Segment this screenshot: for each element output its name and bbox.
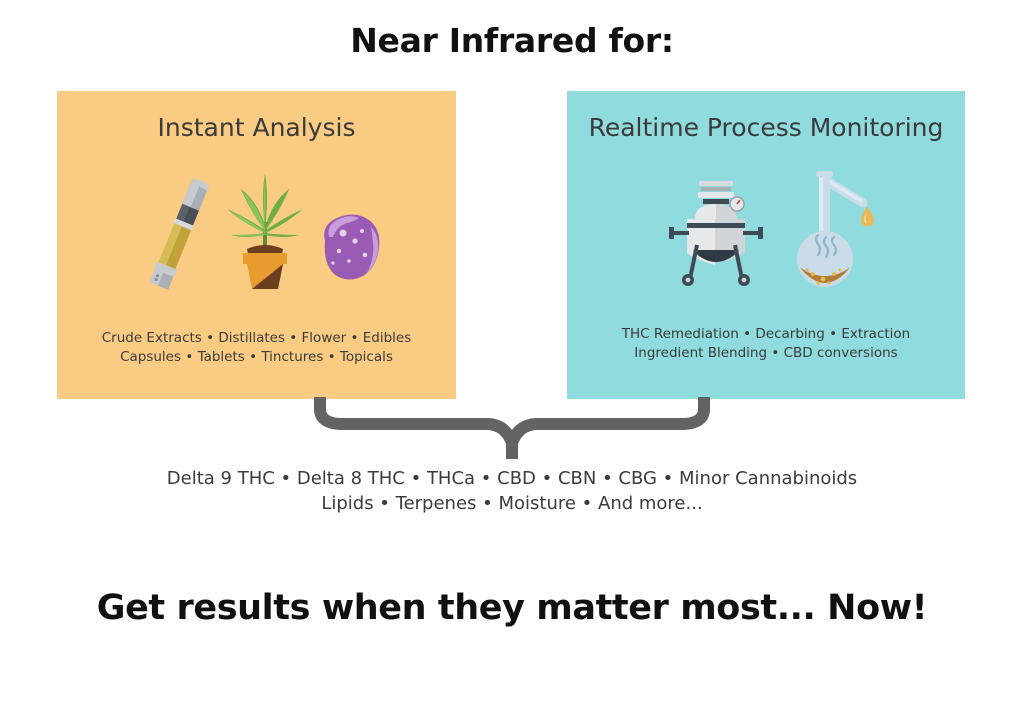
caption-instant-analysis: Crude Extracts • Distillates • Flower • … bbox=[57, 329, 456, 367]
panel-realtime-monitoring: Realtime Process Monitoring bbox=[567, 91, 965, 399]
page-title: Near Infrared for: bbox=[350, 21, 674, 60]
concentrate-nugget-icon bbox=[309, 211, 389, 289]
brace-connector-icon bbox=[310, 397, 714, 465]
caption-line: THC Remediation • Decarbing • Extraction bbox=[621, 326, 911, 342]
icon-row-instant-analysis bbox=[57, 167, 456, 292]
panel-instant-analysis: Instant Analysis bbox=[57, 91, 456, 399]
caption-line: Capsules • Tablets • Tinctures • Topical… bbox=[120, 349, 393, 365]
caption-line: Ingredient Blending • CBD conversions bbox=[634, 345, 898, 361]
panel-title-realtime-monitoring: Realtime Process Monitoring bbox=[588, 113, 944, 142]
distillation-flask-icon bbox=[789, 167, 899, 293]
footer-tagline: Get results when they matter most... Now… bbox=[96, 588, 928, 628]
analytes-line: Delta 9 THC • Delta 8 THC • THCa • CBD •… bbox=[166, 468, 858, 489]
cannabis-plant-icon bbox=[221, 167, 309, 293]
panel-title-instant-analysis: Instant Analysis bbox=[157, 113, 356, 142]
caption-line: Crude Extracts • Distillates • Flower • … bbox=[101, 330, 412, 346]
icon-row-realtime-monitoring bbox=[567, 167, 965, 292]
caption-realtime-monitoring: THC Remediation • Decarbing • Extraction… bbox=[567, 325, 965, 363]
analytes-line: Lipids • Terpenes • Moisture • And more.… bbox=[321, 493, 703, 514]
reactor-vessel-icon bbox=[657, 179, 775, 291]
analytes-list: Delta 9 THC • Delta 8 THC • THCa • CBD •… bbox=[0, 466, 1024, 516]
vape-pen-icon bbox=[131, 174, 223, 296]
